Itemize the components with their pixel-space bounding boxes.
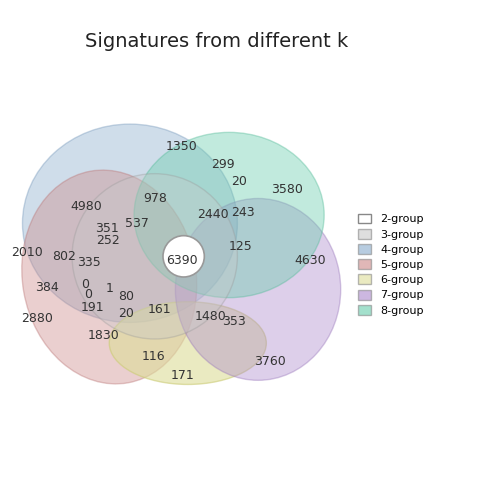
- Text: 384: 384: [35, 281, 59, 294]
- Legend: 2-group, 3-group, 4-group, 5-group, 6-group, 7-group, 8-group: 2-group, 3-group, 4-group, 5-group, 6-gr…: [354, 210, 427, 319]
- Text: 161: 161: [148, 303, 171, 316]
- Text: 80: 80: [118, 290, 134, 303]
- Text: 191: 191: [81, 301, 104, 313]
- Ellipse shape: [72, 174, 237, 339]
- Text: 171: 171: [171, 369, 195, 382]
- Text: 2440: 2440: [198, 208, 229, 221]
- Text: 802: 802: [52, 250, 76, 263]
- Ellipse shape: [23, 124, 237, 323]
- Text: 4630: 4630: [294, 254, 326, 267]
- Text: 125: 125: [229, 239, 253, 253]
- Text: 1: 1: [106, 282, 114, 295]
- Title: Signatures from different k: Signatures from different k: [85, 32, 348, 51]
- Text: 351: 351: [95, 222, 119, 235]
- Ellipse shape: [163, 236, 204, 277]
- Ellipse shape: [22, 170, 197, 384]
- Text: 2880: 2880: [21, 312, 53, 325]
- Text: 1830: 1830: [87, 329, 119, 342]
- Text: 978: 978: [144, 192, 167, 205]
- Text: 0: 0: [81, 278, 89, 291]
- Ellipse shape: [109, 302, 266, 385]
- Text: 0: 0: [84, 288, 92, 301]
- Text: 3580: 3580: [271, 183, 303, 196]
- Text: 1350: 1350: [166, 140, 198, 153]
- Text: 3760: 3760: [254, 355, 285, 368]
- Ellipse shape: [134, 133, 324, 298]
- Text: 299: 299: [211, 158, 235, 171]
- Text: 252: 252: [97, 234, 120, 247]
- Text: 353: 353: [222, 315, 246, 328]
- Text: 1480: 1480: [195, 310, 226, 323]
- Text: 6390: 6390: [166, 254, 198, 267]
- Text: 4980: 4980: [71, 200, 102, 213]
- Ellipse shape: [175, 199, 341, 381]
- Text: 335: 335: [77, 256, 100, 269]
- Text: 537: 537: [125, 217, 149, 230]
- Text: 243: 243: [231, 206, 255, 219]
- Text: 20: 20: [118, 307, 134, 320]
- Text: 116: 116: [142, 350, 166, 363]
- Text: 2010: 2010: [11, 246, 42, 259]
- Text: 20: 20: [231, 174, 246, 187]
